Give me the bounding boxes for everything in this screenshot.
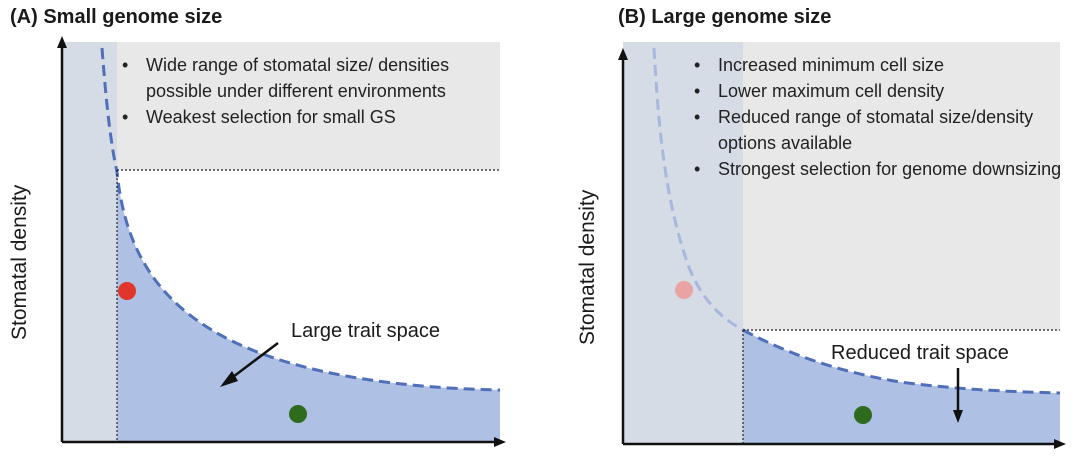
x-axis-arrowhead <box>1054 439 1066 449</box>
reduction-arrowhead <box>953 410 963 423</box>
y-axis-arrowhead <box>57 36 67 48</box>
panel-a-title: (A) Small genome size <box>10 6 223 28</box>
trait-space-arrowhead <box>220 371 238 387</box>
excluded-region <box>62 42 117 442</box>
trait-space-label: Reduced trait space <box>831 342 1009 364</box>
bullet-item: Weakest selection for small GS <box>118 104 508 130</box>
faded-red-point <box>675 281 693 299</box>
panel-large-genome: (B) Large genome size Stomatal density I… <box>540 0 1080 459</box>
bullet-item: Strongest selection for genome downsizin… <box>690 156 1070 182</box>
trait-space-area <box>117 172 500 442</box>
constraint-curve <box>100 47 501 392</box>
x-axis-arrowhead <box>494 437 506 447</box>
panel-b-bullets: Increased minimum cell size Lower maximu… <box>690 52 1070 182</box>
panel-small-genome: (A) Small genome size Stomatal density W… <box>0 0 540 459</box>
bullet-item: Reduced range of stomatal size/density o… <box>690 104 1070 156</box>
red-point <box>118 282 136 300</box>
y-axis-label: Stomatal density <box>576 189 599 345</box>
panel-b-title: (B) Large genome size <box>618 6 832 28</box>
bullet-item: Wide range of stomatal size/ densities p… <box>118 52 508 104</box>
trait-space-area <box>743 330 1060 444</box>
trait-space-arrow <box>228 342 279 381</box>
green-point <box>854 406 872 424</box>
green-point <box>289 405 307 423</box>
y-axis-arrowhead <box>618 48 628 60</box>
bullet-item: Increased minimum cell size <box>690 52 1070 78</box>
panel-a-bullets: Wide range of stomatal size/ densities p… <box>118 52 508 130</box>
bullet-item: Lower maximum cell density <box>690 78 1070 104</box>
y-axis-label: Stomatal density <box>8 184 31 340</box>
constraint-curve-faded <box>652 47 744 332</box>
trait-space-label: Large trait space <box>291 320 440 342</box>
